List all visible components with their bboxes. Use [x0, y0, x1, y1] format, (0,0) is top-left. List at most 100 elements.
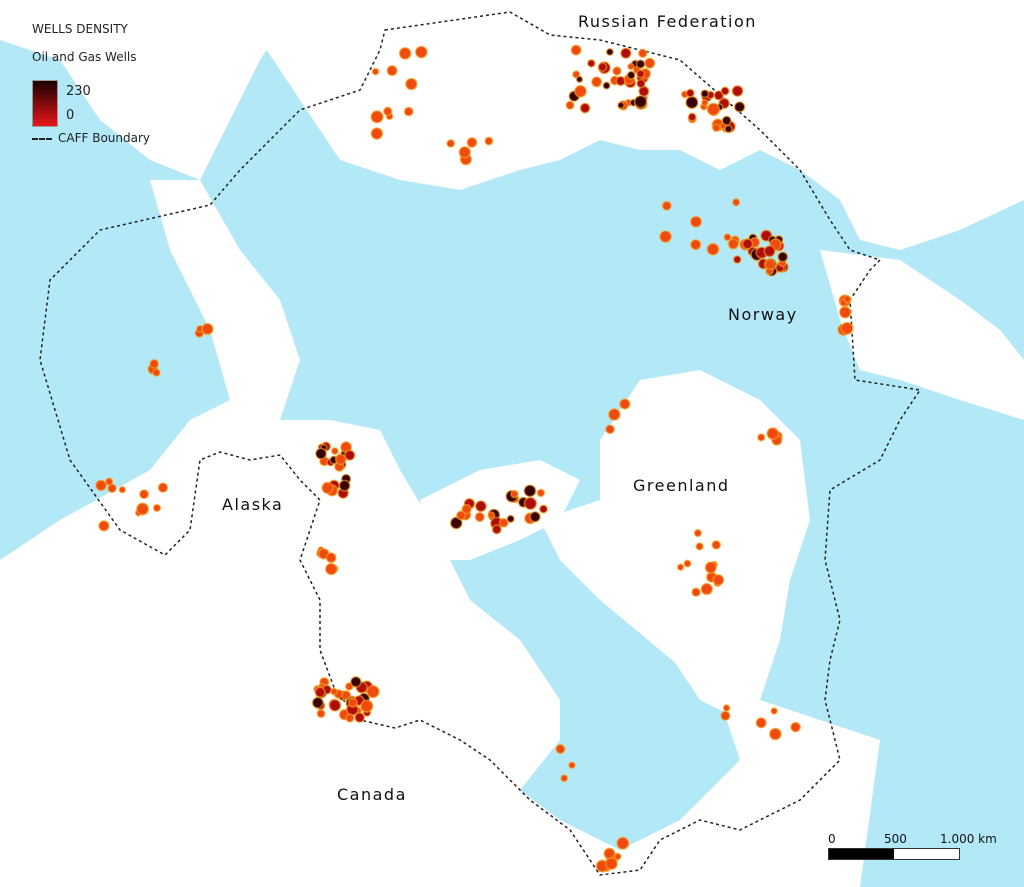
well-density-spot: [711, 540, 722, 550]
well-density-spot: [721, 115, 732, 126]
well-density-spot: [613, 852, 622, 861]
well-density-spot: [466, 137, 478, 149]
well-density-spot: [627, 62, 635, 71]
well-density-spot: [617, 101, 625, 110]
legend-title: WELLS DENSITY: [32, 22, 128, 36]
well-density-spot: [104, 477, 114, 486]
well-density-spot: [455, 510, 467, 521]
well-density-spot: [626, 70, 636, 80]
well-density-spot: [536, 488, 546, 498]
well-density-spot: [403, 106, 414, 117]
well-density-spot: [636, 69, 646, 79]
ramp-max: 230: [66, 84, 91, 99]
well-density-spot: [118, 486, 127, 494]
well-density-spot: [136, 502, 150, 516]
well-density-spot: [414, 45, 428, 59]
well-density-spot: [491, 524, 502, 535]
well-density-spot: [691, 587, 701, 598]
well-density-spot: [685, 88, 695, 98]
well-density-spot: [487, 511, 496, 520]
well-density-spot: [700, 89, 710, 99]
well-density-spot: [687, 112, 697, 122]
well-density-spot: [683, 559, 692, 568]
well-density-spot: [560, 774, 569, 783]
well-density-spot: [201, 322, 214, 336]
label-greenland: Greenland: [633, 476, 730, 495]
well-density-spot: [98, 520, 110, 532]
well-density-spot: [644, 57, 656, 69]
well-density-spot: [619, 398, 631, 410]
label-alaska: Alaska: [222, 495, 284, 514]
well-density-spot: [506, 514, 515, 524]
well-density-spot: [586, 58, 596, 68]
well-density-spot: [770, 707, 778, 715]
well-density-spot: [763, 245, 776, 258]
land-chukotka: [0, 0, 300, 180]
well-density-spot: [152, 503, 162, 513]
land-greenland: [600, 370, 810, 720]
well-density-spot: [768, 727, 782, 741]
well-density-spot: [733, 101, 746, 113]
well-density-spot: [574, 84, 587, 98]
well-density-spot: [484, 136, 494, 146]
well-density-spot: [529, 510, 541, 523]
well-density-spot: [565, 100, 575, 110]
well-density-spot: [579, 102, 591, 114]
well-density-spot: [591, 76, 603, 88]
dashed-line-icon: [32, 137, 52, 140]
well-density-spot: [701, 98, 709, 107]
well-density-spot: [711, 123, 721, 133]
well-density-spot: [366, 684, 380, 699]
well-density-spot: [689, 215, 703, 228]
well-density-spot: [633, 94, 648, 109]
well-density-spot: [446, 138, 456, 148]
well-density-spot: [316, 709, 326, 719]
well-density-spot: [330, 687, 339, 696]
well-density-spot: [555, 743, 566, 755]
well-density-spot: [95, 479, 107, 492]
land-north-america: [0, 180, 880, 887]
well-density-spot: [334, 453, 347, 466]
well-density-spot: [659, 230, 672, 243]
well-density-spot: [661, 200, 672, 211]
land-russia: [260, 0, 1024, 250]
well-density-spot: [637, 48, 648, 59]
legend-boundary: CAFF Boundary: [58, 131, 150, 145]
well-density-spot: [321, 481, 334, 495]
density-ramp: 230 0: [32, 80, 150, 127]
well-density-spot: [838, 305, 852, 319]
well-density-spot: [157, 482, 169, 493]
well-density-spot: [840, 321, 854, 335]
well-density-spot: [732, 255, 742, 264]
well-density-spot: [704, 561, 717, 574]
ramp-min: 0: [66, 108, 75, 123]
well-density-spot: [360, 699, 374, 713]
label-norway: Norway: [728, 305, 798, 324]
scale-zero: 0: [828, 832, 836, 846]
well-density-spot: [731, 198, 741, 207]
well-density-spot: [605, 47, 614, 57]
well-density-spot: [370, 127, 384, 140]
legend: WELLS DENSITY Oil and Gas Wells 230 0 CAF…: [32, 22, 150, 145]
well-density-spot: [324, 562, 338, 576]
well-density-spot: [727, 238, 740, 250]
well-density-spot: [790, 721, 802, 733]
well-density-spot: [723, 233, 732, 242]
well-density-spot: [510, 489, 519, 499]
well-density-spot: [311, 696, 324, 709]
well-density-spot: [347, 697, 358, 708]
well-density-spot: [350, 675, 362, 688]
well-density-spot: [538, 504, 549, 514]
well-density-spot: [741, 238, 754, 250]
well-density-spot: [370, 110, 384, 124]
well-density-spot: [405, 77, 418, 91]
well-density-spot: [345, 713, 355, 723]
scale-bar: 0 500 1.000 km: [828, 832, 997, 860]
well-density-spot: [616, 836, 630, 850]
well-density-spot: [398, 46, 412, 60]
well-density-spot: [570, 44, 582, 56]
color-ramp: [32, 80, 58, 127]
well-density-spot: [612, 66, 622, 76]
